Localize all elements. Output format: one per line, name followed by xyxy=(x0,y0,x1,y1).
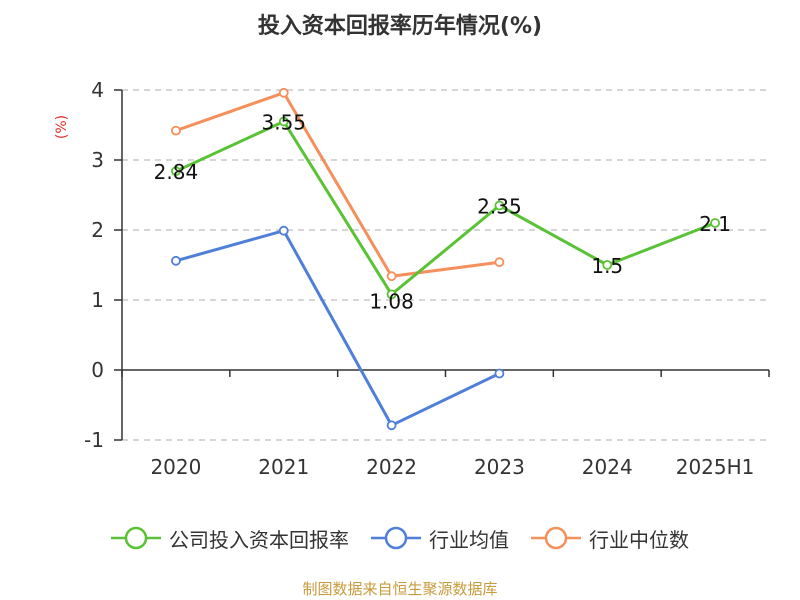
data-point xyxy=(171,125,181,136)
legend: 公司投入资本回报率 行业均值 行业中位数 xyxy=(0,518,800,558)
x-tick-label: 2023 xyxy=(474,455,525,479)
x-tick-label: 2020 xyxy=(150,455,201,479)
chart-title: 投入资本回报率历年情况(%) xyxy=(257,14,543,39)
legend-item[interactable]: 公司投入资本回报率 xyxy=(111,524,349,553)
data-label: 2.84 xyxy=(154,160,199,184)
x-tick-label: 2024 xyxy=(582,455,633,479)
series-line xyxy=(175,91,500,278)
data-point xyxy=(278,87,289,98)
series-line xyxy=(175,120,716,296)
legend-item[interactable]: 行业均值 xyxy=(371,524,509,553)
data-label: 1.08 xyxy=(369,289,414,313)
legend-label: 行业中位数 xyxy=(589,527,689,552)
y-axis-label: (%) xyxy=(54,115,70,139)
data-point xyxy=(386,420,397,431)
y-tick-label: 2 xyxy=(91,218,104,242)
source-note: 制图数据来自恒生聚源数据库 xyxy=(302,580,498,598)
data-point xyxy=(171,255,181,266)
x-tick-label: 2022 xyxy=(366,455,417,479)
y-tick-label: 0 xyxy=(91,358,104,382)
y-tick-label: 1 xyxy=(91,288,104,312)
legend-line-circle-icon xyxy=(531,526,581,550)
data-label: 1.5 xyxy=(591,254,623,278)
data-point xyxy=(386,271,397,282)
data-point xyxy=(494,257,505,268)
data-point xyxy=(494,200,505,211)
legend-line-circle-icon xyxy=(371,526,421,550)
data-point xyxy=(171,166,181,177)
data-point xyxy=(278,116,289,127)
x-tick-label: 2021 xyxy=(258,455,309,479)
legend-label: 行业均值 xyxy=(429,527,509,552)
data-label: 2.1 xyxy=(699,212,731,236)
data-point xyxy=(278,225,289,236)
data-label: 3.55 xyxy=(261,111,306,135)
series-line xyxy=(175,229,501,427)
x-tick-label: 2025H1 xyxy=(676,455,755,479)
data-point xyxy=(386,289,397,300)
y-tick-label: 3 xyxy=(91,148,104,172)
y-tick-label: -1 xyxy=(84,428,104,452)
legend-item[interactable]: 行业中位数 xyxy=(531,524,689,553)
data-point xyxy=(602,260,613,270)
data-label: 2.35 xyxy=(477,195,522,219)
y-tick-label: 4 xyxy=(91,78,104,102)
data-point xyxy=(494,368,505,379)
data-point xyxy=(710,218,720,228)
legend-label: 公司投入资本回报率 xyxy=(169,527,349,552)
legend-line-circle-icon xyxy=(111,526,161,550)
